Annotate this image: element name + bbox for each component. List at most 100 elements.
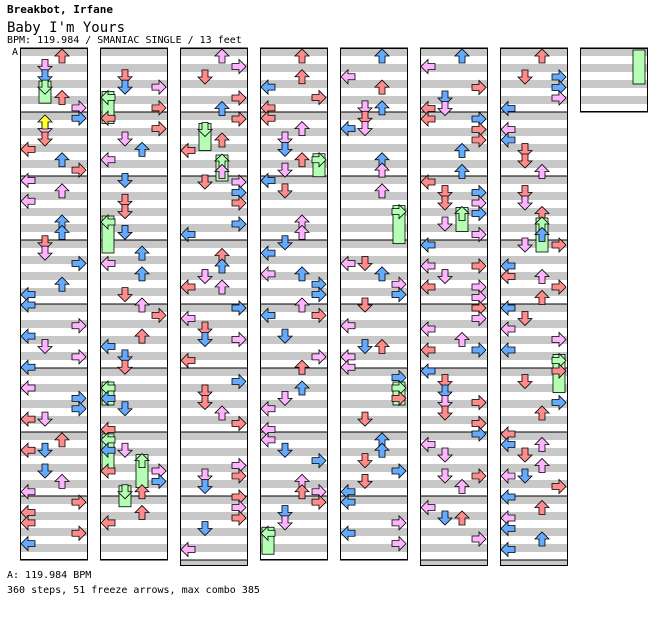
up-arrow-icon (134, 141, 150, 157)
left-arrow-icon (100, 421, 116, 438)
stripe (420, 176, 488, 184)
left-arrow-icon (100, 110, 116, 127)
stripe (100, 192, 168, 200)
stripe (500, 192, 568, 200)
left-arrow-icon (20, 411, 36, 428)
left-arrow-icon (420, 237, 436, 253)
down-arrow-icon (437, 185, 453, 201)
up-arrow-icon (214, 153, 230, 169)
stripe (180, 400, 248, 408)
stripe (180, 80, 248, 88)
stripe (420, 416, 488, 424)
stripe (260, 448, 328, 456)
song-title: Baby I'm Yours (7, 20, 126, 36)
stripe (180, 432, 248, 440)
right-arrow-icon (391, 390, 407, 407)
stripe (180, 464, 248, 472)
stripe (340, 496, 408, 504)
stripe (180, 416, 248, 424)
down-arrow-icon (437, 90, 453, 106)
stripe (20, 480, 88, 488)
right-arrow-icon (471, 468, 487, 484)
stripe (260, 96, 328, 104)
stripe (180, 240, 248, 248)
stripe (20, 240, 88, 248)
up-arrow-icon (374, 266, 390, 282)
stripe (260, 48, 328, 56)
down-arrow-icon (197, 384, 213, 400)
stripe (20, 272, 88, 280)
left-arrow-icon (340, 317, 356, 334)
right-arrow-icon (231, 111, 247, 127)
left-arrow-icon (20, 193, 36, 210)
stripe (20, 464, 88, 472)
stripe (180, 288, 248, 296)
stripe (180, 144, 248, 152)
right-arrow-icon (471, 310, 487, 327)
up-arrow-icon (454, 163, 470, 179)
freeze-arrow (632, 49, 646, 85)
right-arrow-icon (551, 237, 567, 253)
stripe (100, 528, 168, 536)
down-arrow-icon (357, 100, 373, 116)
stripe (180, 544, 248, 552)
left-arrow-icon (20, 535, 36, 552)
chart-info: BPM: 119.984 / SMANIAC SINGLE / 13 feet (7, 35, 242, 46)
stripe (100, 80, 168, 88)
left-arrow-icon (340, 494, 356, 511)
stripe (500, 128, 568, 136)
stripe (100, 128, 168, 136)
stripe (340, 464, 408, 472)
left-arrow-icon (20, 286, 36, 303)
down-arrow-icon (357, 453, 373, 469)
stripe (180, 224, 248, 232)
right-arrow-icon (231, 510, 247, 526)
stripe (500, 96, 568, 104)
stripe (420, 128, 488, 136)
up-arrow-icon (294, 297, 310, 313)
down-arrow-icon (437, 216, 453, 232)
stripe (580, 48, 648, 56)
stripe (20, 160, 88, 168)
bpm-marker: A (12, 47, 19, 58)
right-arrow-icon (391, 286, 407, 303)
stripe (340, 192, 408, 200)
left-arrow-icon (420, 436, 436, 453)
stripe (340, 320, 408, 328)
right-arrow-icon (311, 348, 327, 365)
stripe (260, 128, 328, 136)
up-arrow-icon (454, 205, 470, 221)
stripe (20, 320, 88, 328)
up-arrow-icon (534, 436, 550, 452)
up-arrow-icon (534, 457, 550, 473)
up-arrow-icon (374, 338, 390, 354)
left-arrow-icon (500, 300, 516, 316)
right-arrow-icon (471, 79, 487, 96)
right-arrow-icon (551, 90, 567, 106)
down-arrow-icon (357, 297, 373, 313)
stripe (420, 544, 488, 552)
down-arrow-icon (197, 332, 213, 348)
right-arrow-icon (471, 226, 487, 243)
left-arrow-icon (100, 89, 116, 106)
stripe (20, 336, 88, 344)
down-arrow-icon (277, 141, 293, 157)
right-arrow-icon (151, 79, 167, 96)
stripe (420, 384, 488, 392)
stripe (420, 240, 488, 248)
up-arrow-icon (134, 297, 150, 313)
down-arrow-icon (37, 245, 53, 261)
up-arrow-icon (534, 226, 550, 242)
stripe (420, 80, 488, 88)
stripe (100, 96, 168, 104)
down-arrow-icon (117, 69, 133, 85)
stripe (340, 384, 408, 392)
down-arrow-icon (437, 374, 453, 390)
stripe (340, 144, 408, 152)
stripe (500, 400, 568, 408)
left-arrow-icon (500, 436, 516, 453)
down-arrow-icon (197, 174, 213, 190)
stripe (500, 496, 568, 504)
stripe (340, 64, 408, 72)
left-arrow-icon (180, 226, 196, 243)
